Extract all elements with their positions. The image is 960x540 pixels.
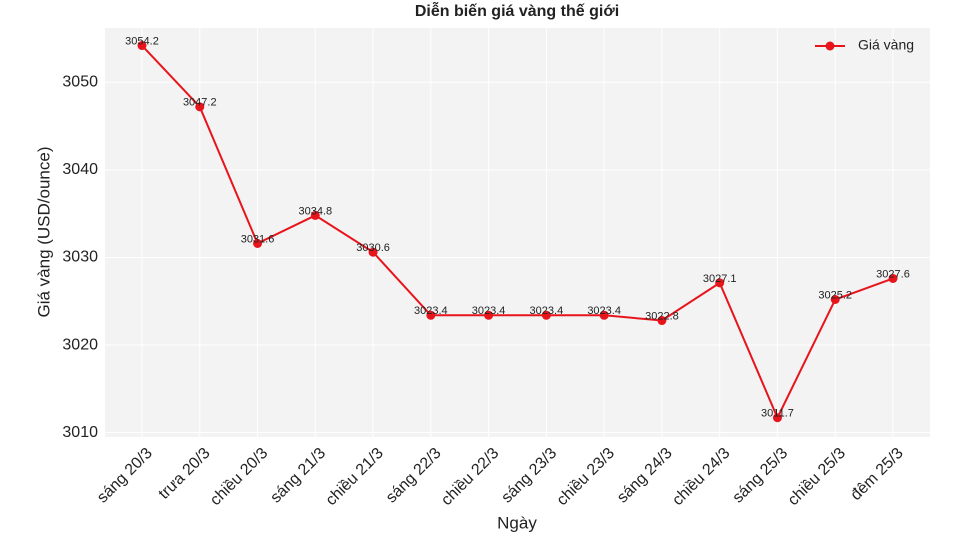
point: [253, 238, 263, 248]
point: [368, 247, 378, 257]
point: [599, 310, 609, 320]
legend-marker: [825, 41, 835, 51]
chart-title: Diễn biến giá vàng thế giới: [415, 1, 619, 20]
data-label: 3011.7: [761, 408, 794, 420]
data-label: 3030.6: [356, 242, 390, 254]
x-tick-label: chiều 22/3: [438, 445, 502, 509]
data-label: 3027.6: [876, 268, 910, 280]
point: [830, 294, 840, 304]
data-label: 3025.2: [818, 289, 852, 301]
point: [310, 210, 320, 220]
plot-area: [105, 28, 930, 437]
x-tick-label: sáng 24/3: [614, 445, 676, 507]
y-tick-label: 3030: [62, 249, 98, 266]
y-tick-label: 3020: [62, 336, 98, 353]
data-label: 3027.1: [703, 273, 737, 285]
point: [541, 310, 551, 320]
y-tick-label: 3010: [62, 424, 98, 441]
data-label: 3023.4: [414, 305, 448, 317]
x-tick-label: chiều 25/3: [785, 445, 849, 509]
x-tick-label: sáng 21/3: [267, 445, 329, 507]
point: [484, 310, 494, 320]
y-tick-label: 3040: [62, 161, 98, 178]
data-label: 3034.8: [298, 205, 332, 217]
data-label: 3031.6: [241, 233, 275, 245]
y-axis-label: Giá vàng (USD/ounce): [34, 146, 53, 317]
x-tick-label: sáng 25/3: [730, 445, 792, 507]
x-tick-label: chiều 23/3: [554, 445, 618, 509]
x-tick-label: đêm 25/3: [848, 445, 907, 504]
x-tick-label: sáng 23/3: [498, 445, 560, 507]
x-tick-label: chiều 24/3: [669, 445, 733, 509]
y-tick-label: 3050: [62, 74, 98, 91]
data-label: 3022.8: [645, 310, 679, 322]
x-tick-label: chiều 21/3: [323, 445, 387, 509]
point: [715, 278, 725, 288]
x-tick-label: sáng 22/3: [383, 445, 445, 507]
x-tick-label: trưa 20/3: [156, 445, 214, 503]
point: [772, 413, 782, 423]
x-tick-label: sáng 20/3: [94, 445, 156, 507]
data-label: 3047.2: [183, 97, 217, 109]
point: [137, 41, 147, 51]
legend-label: Giá vàng: [858, 37, 914, 53]
data-label: 3023.4: [530, 305, 564, 317]
line: [141, 44, 894, 421]
data-label: 3054.2: [125, 35, 159, 47]
data-label: 3023.4: [587, 305, 621, 317]
x-axis-label: Ngày: [497, 513, 537, 532]
point: [195, 102, 205, 112]
point: [888, 273, 898, 283]
point: [657, 316, 667, 326]
point: [426, 310, 436, 320]
x-tick-label: chiều 20/3: [207, 445, 271, 509]
data-label: 3023.4: [472, 305, 506, 317]
